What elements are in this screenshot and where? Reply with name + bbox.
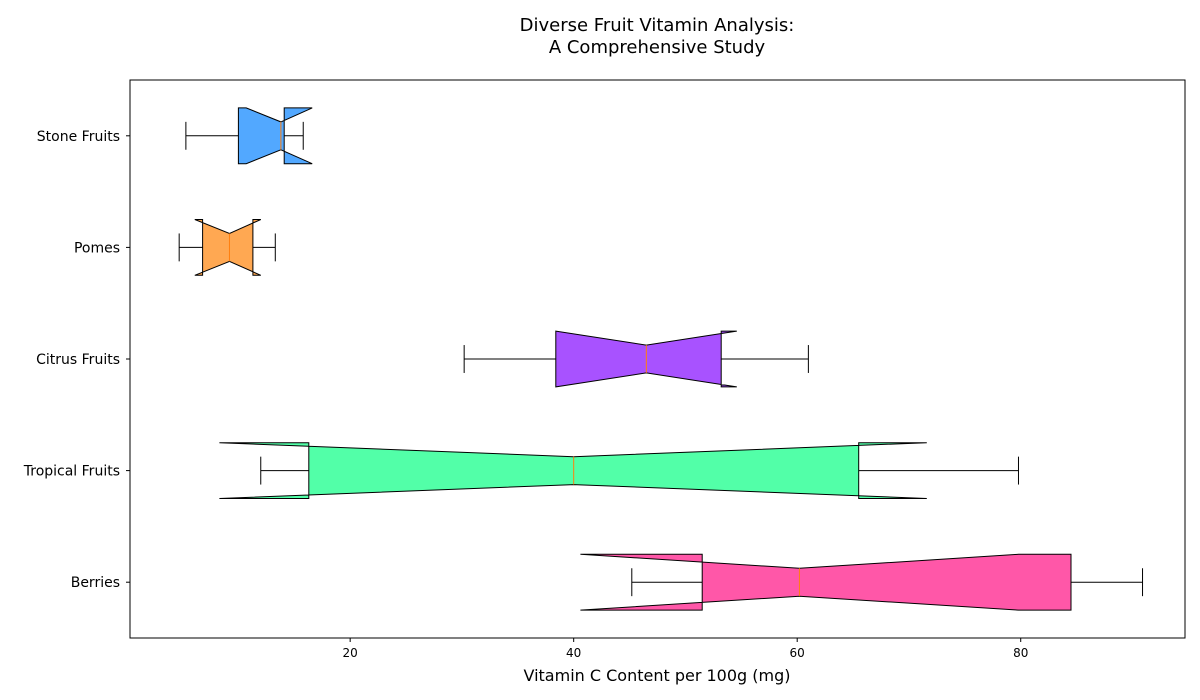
y-tick-label: Pomes xyxy=(74,240,120,256)
box-berries xyxy=(580,553,1144,611)
y-tick-label: Berries xyxy=(71,575,120,591)
box-pomes xyxy=(178,219,276,276)
x-tick-label: 80 xyxy=(1013,646,1028,660)
x-tick-label: 20 xyxy=(343,646,358,660)
x-tick-label: 60 xyxy=(790,646,805,660)
box-body xyxy=(219,442,927,499)
box-citrus-fruits xyxy=(463,330,809,388)
y-tick-label: Stone Fruits xyxy=(37,129,120,145)
box-body xyxy=(580,553,1072,611)
y-tick-label: Tropical Fruits xyxy=(23,464,120,480)
y-tick-label: Citrus Fruits xyxy=(36,352,120,368)
box-body xyxy=(237,107,313,165)
box-tropical-fruits xyxy=(219,442,1019,499)
x-axis-label: Vitamin C Content per 100g (mg) xyxy=(523,666,790,685)
chart-title-line-2: A Comprehensive Study xyxy=(549,37,766,58)
y-axis-ticks: Berries Tropical Fruits Citrus Fruits Pomes… xyxy=(23,129,130,591)
box-body xyxy=(194,219,262,276)
boxes-layer xyxy=(178,107,1144,611)
x-tick-label: 40 xyxy=(566,646,581,660)
box-stone-fruits xyxy=(185,107,313,165)
chart-title-line-1: Diverse Fruit Vitamin Analysis: xyxy=(520,15,795,36)
x-axis-ticks: 20 40 60 80 xyxy=(343,638,1028,660)
